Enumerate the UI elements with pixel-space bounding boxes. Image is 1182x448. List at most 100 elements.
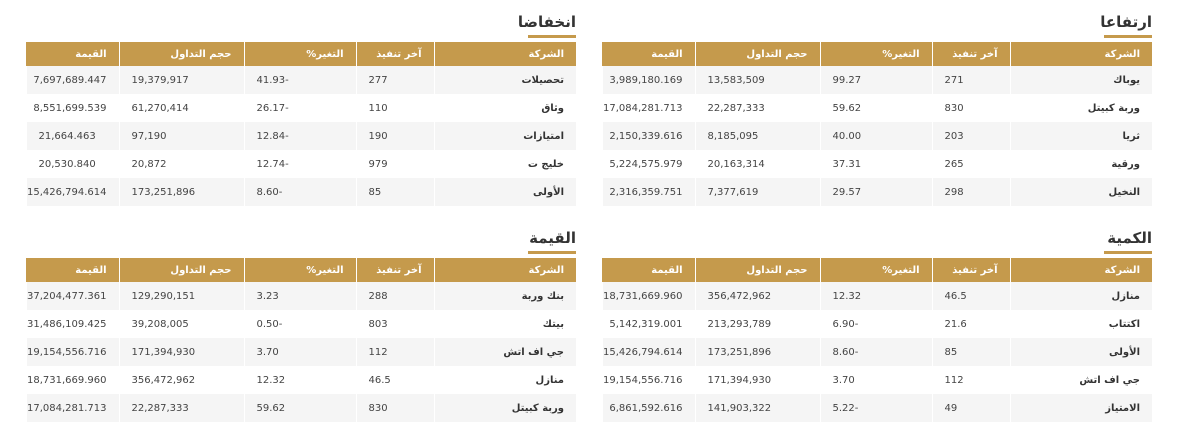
last-cell: 112 <box>931 366 1010 394</box>
col-header-last[interactable]: آخر تنفيذ <box>355 42 434 66</box>
company-cell[interactable]: ثريا <box>1009 122 1152 150</box>
col-header-company[interactable]: الشركة <box>1009 42 1152 66</box>
col-header-company[interactable]: الشركة <box>433 258 576 282</box>
table-row[interactable]: جي اف اتش 112 3.70 171,394,930 19,154,556.71… <box>25 338 576 366</box>
table-row[interactable]: النخيل 298 29.57 7,377,619 2,316,359.751 <box>601 178 1152 206</box>
panel-title-text: ارتفاعا <box>1100 13 1152 31</box>
company-cell[interactable]: الامتياز <box>1009 394 1152 422</box>
table-row[interactable]: امتيازات 190 -12.84 97,190 21,664.463 <box>25 122 576 150</box>
col-header-volume[interactable]: حجم التداول <box>694 258 820 282</box>
header-row: الشركة آخر تنفيذ التغير% حجم التداول الق… <box>26 42 576 66</box>
col-header-volume[interactable]: حجم التداول <box>694 42 820 66</box>
value-cell: 8,551,699.539 <box>25 94 119 122</box>
col-header-value[interactable]: القيمة <box>26 42 119 66</box>
volume-cell: 8,185,095 <box>694 122 820 150</box>
change-cell: -0.50 <box>243 310 356 338</box>
table-row[interactable]: وربة كبيتل 830 59.62 22,287,333 17,084,281.7… <box>25 394 576 422</box>
col-header-value[interactable]: القيمة <box>602 258 695 282</box>
col-header-company[interactable]: الشركة <box>433 42 576 66</box>
company-cell[interactable]: ورقية <box>1009 150 1152 178</box>
company-cell[interactable]: تحصيلات <box>433 66 576 94</box>
value-cell: 37,204,477.361 <box>25 282 119 310</box>
company-cell[interactable]: الأولى <box>433 178 576 206</box>
panel-title: ارتفاعا <box>602 8 1152 42</box>
col-header-change[interactable]: التغير% <box>819 258 932 282</box>
volume-cell: 129,290,151 <box>118 282 244 310</box>
company-cell[interactable]: جي اف اتش <box>433 338 576 366</box>
company-cell[interactable]: وربة كبيتل <box>1009 94 1152 122</box>
value-cell: 21,664.463 <box>25 122 119 150</box>
company-cell[interactable]: امتيازات <box>433 122 576 150</box>
col-header-value[interactable]: القيمة <box>26 258 119 282</box>
company-cell[interactable]: منازل <box>433 366 576 394</box>
company-cell[interactable]: خليج ت <box>433 150 576 178</box>
value-table: الشركة آخر تنفيذ التغير% حجم التداول الق… <box>25 258 576 422</box>
volume-cell: 173,251,896 <box>694 338 820 366</box>
company-cell[interactable]: اكتتاب <box>1009 310 1152 338</box>
change-cell: -41.93 <box>243 66 356 94</box>
header-row: الشركة آخر تنفيذ التغير% حجم التداول الق… <box>602 42 1152 66</box>
table-row[interactable]: ورقية 265 37.31 20,163,314 5,224,575.979 <box>601 150 1152 178</box>
company-cell[interactable]: وربة كبيتل <box>433 394 576 422</box>
col-header-last[interactable]: آخر تنفيذ <box>355 258 434 282</box>
change-cell: -12.84 <box>243 122 356 150</box>
last-cell: 85 <box>355 178 434 206</box>
change-cell: 3.70 <box>243 338 356 366</box>
company-cell[interactable]: الأولى <box>1009 338 1152 366</box>
table-row[interactable]: خليج ت 979 -12.74 20,872 20,530.840 <box>25 150 576 178</box>
col-header-change[interactable]: التغير% <box>819 42 932 66</box>
last-cell: 298 <box>931 178 1010 206</box>
gainers-table: الشركة آخر تنفيذ التغير% حجم التداول الق… <box>601 42 1152 206</box>
col-header-value[interactable]: القيمة <box>602 42 695 66</box>
change-cell: 12.32 <box>243 366 356 394</box>
last-cell: 46.5 <box>931 282 1010 310</box>
last-cell: 265 <box>931 150 1010 178</box>
col-header-company[interactable]: الشركة <box>1009 258 1152 282</box>
last-cell: 979 <box>355 150 434 178</box>
table-row[interactable]: اكتتاب 21.6 -6.90 213,293,789 5,142,319.001 <box>601 310 1152 338</box>
panel-title-text: الكمية <box>1107 229 1152 247</box>
company-cell[interactable]: النخيل <box>1009 178 1152 206</box>
change-cell: -8.60 <box>243 178 356 206</box>
table-row[interactable]: الأولى 85 -8.60 173,251,896 15,426,794.614 <box>601 338 1152 366</box>
company-cell[interactable]: منازل <box>1009 282 1152 310</box>
header-row: الشركة آخر تنفيذ التغير% حجم التداول الق… <box>26 258 576 282</box>
table-row[interactable]: بنك وربة 288 3.23 129,290,151 37,204,477.361 <box>25 282 576 310</box>
table-row[interactable]: وثاق 110 -26.17 61,270,414 8,551,699.539 <box>25 94 576 122</box>
company-cell[interactable]: جي اف اتش <box>1009 366 1152 394</box>
table-row[interactable]: ثريا 203 40.00 8,185,095 2,150,339.616 <box>601 122 1152 150</box>
change-cell: 3.70 <box>819 366 932 394</box>
last-cell: 830 <box>355 394 434 422</box>
col-header-change[interactable]: التغير% <box>243 258 356 282</box>
col-header-last[interactable]: آخر تنفيذ <box>931 42 1010 66</box>
table-row[interactable]: بيتك 803 -0.50 39,208,005 31,486,109.425 <box>25 310 576 338</box>
last-cell: 190 <box>355 122 434 150</box>
value-cell: 2,150,339.616 <box>601 122 695 150</box>
table-row[interactable]: منازل 46.5 12.32 356,472,962 18,731,669.960 <box>25 366 576 394</box>
col-header-change[interactable]: التغير% <box>243 42 356 66</box>
value-cell: 2,316,359.751 <box>601 178 695 206</box>
table-row[interactable]: وربة كبيتل 830 59.62 22,287,333 17,084,281.7… <box>601 94 1152 122</box>
col-header-last[interactable]: آخر تنفيذ <box>931 258 1010 282</box>
title-underline <box>1104 251 1152 254</box>
volume-cell: 13,583,509 <box>694 66 820 94</box>
table-row[interactable]: الأولى 85 -8.60 173,251,896 15,426,794.614 <box>25 178 576 206</box>
company-cell[interactable]: يوباك <box>1009 66 1152 94</box>
table-row[interactable]: منازل 46.5 12.32 356,472,962 18,731,669.960 <box>601 282 1152 310</box>
table-row[interactable]: تحصيلات 277 -41.93 19,379,917 7,697,689.447 <box>25 66 576 94</box>
table-row[interactable]: الامتياز 49 -5.22 141,903,322 6,861,592.616 <box>601 394 1152 422</box>
value-cell: 31,486,109.425 <box>25 310 119 338</box>
table-row[interactable]: جي اف اتش 112 3.70 171,394,930 19,154,556.71… <box>601 366 1152 394</box>
title-underline <box>1104 35 1152 38</box>
table-row[interactable]: يوباك 271 99.27 13,583,509 3,989,180.169 <box>601 66 1152 94</box>
change-cell: 12.32 <box>819 282 932 310</box>
last-cell: 85 <box>931 338 1010 366</box>
company-cell[interactable]: بنك وربة <box>433 282 576 310</box>
value-panel: القيمة الشركة آخر تنفيذ التغير% حجم التد… <box>25 224 576 422</box>
value-cell: 5,142,319.001 <box>601 310 695 338</box>
volume-cell: 22,287,333 <box>118 394 244 422</box>
col-header-volume[interactable]: حجم التداول <box>118 258 244 282</box>
company-cell[interactable]: وثاق <box>433 94 576 122</box>
col-header-volume[interactable]: حجم التداول <box>118 42 244 66</box>
company-cell[interactable]: بيتك <box>433 310 576 338</box>
